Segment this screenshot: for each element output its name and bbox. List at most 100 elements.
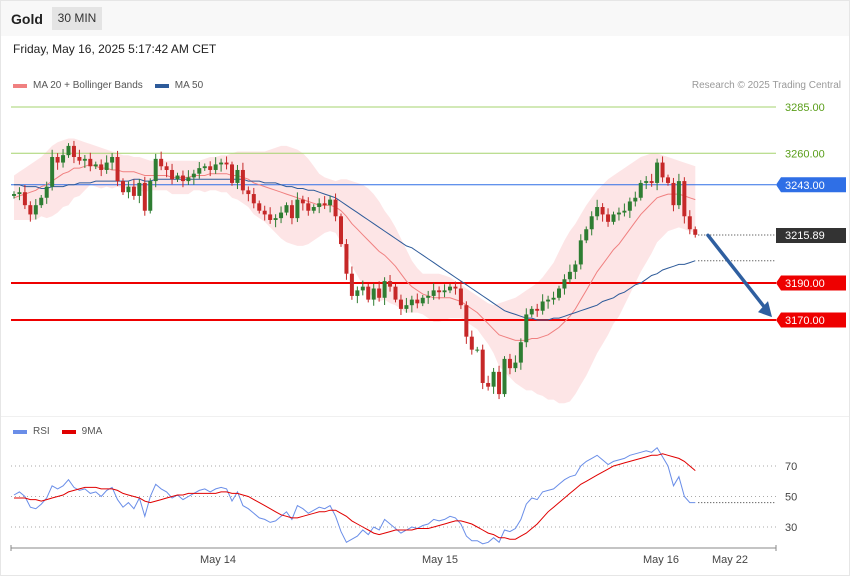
- candle-body: [77, 157, 82, 161]
- candle-60: [339, 213, 343, 247]
- candle-body: [317, 203, 322, 208]
- pivot-tag-3243.00: [776, 177, 846, 193]
- candle-body: [426, 295, 431, 298]
- candle-body: [121, 181, 125, 193]
- candle-body: [420, 297, 425, 304]
- candle-body: [28, 205, 33, 215]
- legend-rsi-ma: 9MA: [61, 426, 103, 437]
- candle-112: [622, 203, 627, 217]
- candle-34: [197, 162, 202, 179]
- x-tick-may-16: May 16: [643, 554, 679, 566]
- rsi-tick-30: 30: [785, 522, 797, 534]
- legend-ma20: MA 20 + Bollinger Bands: [13, 80, 143, 91]
- candle-body: [44, 186, 49, 198]
- candle-body: [366, 286, 371, 300]
- candle-body: [458, 288, 463, 306]
- instrument-title: Gold: [11, 11, 43, 27]
- candle-body: [148, 181, 153, 211]
- candle-15: [93, 161, 98, 170]
- legend-ma50-label: MA 50: [174, 80, 204, 91]
- candle-55: [311, 204, 316, 214]
- candle-body: [93, 164, 98, 167]
- candle-49: [279, 206, 284, 224]
- legend-rsi-ma-label: 9MA: [81, 426, 103, 437]
- candle-6: [44, 181, 49, 204]
- candle-114: [633, 191, 638, 207]
- candle-body: [170, 169, 175, 180]
- candle-9: [61, 149, 66, 168]
- candle-106: [589, 211, 594, 236]
- support-label-3190.00: 3190.00: [785, 278, 825, 290]
- rsi-swatch: [13, 429, 27, 434]
- projection-arrow-shaft: [706, 233, 768, 311]
- price-legend: MA 20 + Bollinger Bands MA 50: [13, 80, 215, 91]
- timeframe-badge[interactable]: 30 MIN: [52, 7, 102, 30]
- level-labels: 3285.00 3260.00 3243.00 3215.89 3190.00 3170.…: [776, 102, 846, 328]
- projection-arrow: [706, 233, 772, 318]
- projection-arrow-head: [758, 301, 772, 318]
- copyright: Research © 2025 Trading Central: [691, 80, 841, 91]
- candle-13: [82, 154, 87, 168]
- candle-26: [153, 153, 158, 188]
- candle-47: [268, 207, 273, 224]
- candle-76: [426, 290, 431, 304]
- candle-11: [71, 140, 76, 164]
- candle-body: [398, 299, 403, 309]
- candle-body: [88, 158, 93, 167]
- rsi-tick-70: 70: [785, 461, 797, 473]
- candle-32: [186, 170, 191, 185]
- candle-body: [202, 166, 207, 169]
- candle-102: [567, 264, 572, 284]
- candle-body: [671, 182, 676, 206]
- candle-body: [300, 199, 305, 204]
- candle-20: [121, 178, 125, 195]
- candle-body: [50, 157, 55, 187]
- candle-body: [164, 166, 169, 170]
- candle-121: [671, 177, 676, 212]
- candle-31: [180, 170, 185, 188]
- candle-body: [131, 186, 136, 196]
- candle-36: [208, 161, 213, 177]
- candle-124: [687, 210, 692, 235]
- candle-body: [191, 173, 196, 178]
- candle-body: [262, 210, 267, 215]
- candle-8: [55, 153, 60, 170]
- candle-body: [66, 145, 71, 156]
- candle-body: [431, 290, 436, 296]
- candle-39: [224, 156, 229, 170]
- candle-body: [622, 210, 627, 213]
- candle-89: [497, 365, 502, 400]
- candle-105: [584, 226, 589, 244]
- candle-85: [475, 346, 480, 353]
- candle-body: [567, 271, 572, 280]
- candle-body: [39, 197, 44, 206]
- rsi-line: [13, 446, 696, 545]
- candle-3: [28, 201, 33, 222]
- candle-body: [557, 288, 561, 298]
- candle-80: [448, 283, 452, 294]
- candle-body: [633, 197, 638, 202]
- candle-body: [224, 162, 229, 165]
- candle-body: [507, 358, 512, 369]
- candle-63: [355, 286, 360, 304]
- rsi-tick-50: 50: [785, 492, 797, 504]
- candle-67: [377, 281, 382, 302]
- candle-body: [676, 181, 681, 206]
- candle-body: [600, 207, 605, 215]
- candle-23: [137, 179, 142, 204]
- candle-79: [442, 284, 447, 298]
- candle-body: [186, 177, 191, 182]
- candle-101: [562, 274, 567, 295]
- candle-body: [611, 214, 616, 222]
- candle-body: [328, 199, 333, 206]
- candle-52: [295, 192, 300, 223]
- candle-70: [393, 283, 398, 303]
- candle-body: [268, 214, 273, 220]
- candle-body: [655, 162, 660, 183]
- support-tag-3190.00: [776, 275, 846, 291]
- candle-body: [273, 218, 278, 220]
- candle-5: [39, 194, 44, 208]
- candle-body: [491, 371, 496, 387]
- candle-48: [273, 214, 278, 228]
